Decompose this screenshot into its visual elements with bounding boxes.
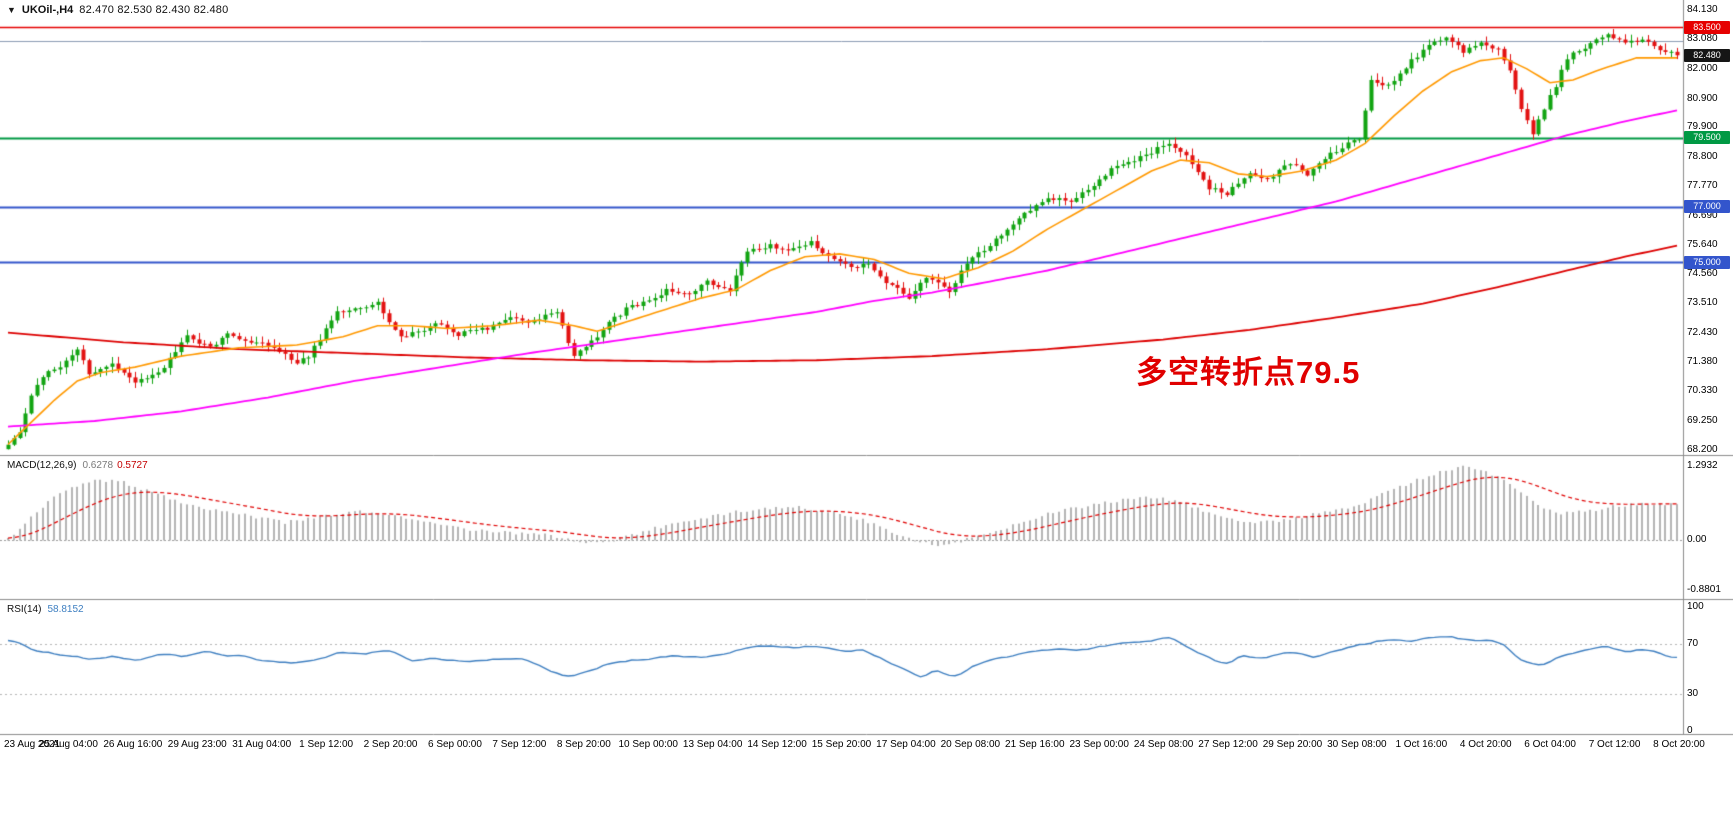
price-tick-label: 80.900 [1687,93,1718,105]
price-tick-label: 73.510 [1687,297,1718,309]
price-level-badge: 83.500 [1684,20,1730,34]
chart-header: ▼ UKOil-,H4 82.470 82.530 82.430 82.480 [7,4,228,16]
macd-tick-label: 0.00 [1687,533,1707,545]
time-axis-label: 29 Sep 20:00 [1262,739,1323,750]
rsi-tick-label: 100 [1687,601,1704,612]
symbol-marker-icon: ▼ [7,4,16,15]
rsi-tick-label: 0 [1687,725,1693,736]
time-axis-label: 6 Oct 04:00 [1524,739,1576,750]
time-axis-label: 23 Aug 2021 [4,739,61,750]
time-axis-label: 4 Oct 20:00 [1459,739,1512,750]
rsi-tick-label: 30 [1687,687,1699,699]
time-axis-label: 17 Sep 04:00 [876,739,936,750]
price-tick-label: 70.330 [1687,385,1718,397]
price-tick-label: 83.080 [1687,33,1718,45]
time-axis-label: 6 Sep 00:00 [427,739,482,750]
symbol-timeframe-label: UKOil-,H4 [21,4,74,16]
time-axis-label: 8 Oct 20:00 [1653,739,1705,750]
time-axis-label: 21 Sep 16:00 [1005,739,1065,750]
rsi-tick-label: 70 [1687,638,1699,650]
time-axis-label: 1 Sep 12:00 [299,739,354,750]
time-axis-label: 20 Sep 08:00 [940,739,1001,750]
macd-tick-label: -0.8801 [1687,584,1721,595]
time-axis-label: 1 Oct 16:00 [1395,739,1448,750]
rsi-title: RSI(14) [7,604,42,615]
price-tick-label: 82.000 [1687,62,1718,74]
price-tick-label: 78.800 [1687,151,1718,163]
time-axis-label: 30 Sep 08:00 [1327,739,1387,750]
time-axis-label: 13 Sep 04:00 [682,739,743,750]
price-tick-label: 75.640 [1687,238,1718,250]
price-tick-label: 76.690 [1687,209,1718,221]
macd-signal-value: 0.5727 [117,460,148,471]
price-tick-label: 72.430 [1687,327,1718,339]
price-tick-label: 71.380 [1687,356,1718,368]
price-tick-label: 84.130 [1687,4,1718,16]
annotation-text: 多空转折点79.5 [1136,355,1361,390]
macd-main-value: 0.6278 [82,460,114,471]
time-axis-label: 2 Sep 20:00 [363,739,418,750]
time-axis-label: 10 Sep 00:00 [618,739,678,750]
time-axis-label: 14 Sep 12:00 [747,739,807,750]
ohlc-readout: 82.470 82.530 82.430 82.480 [79,4,229,16]
price-tick-label: 69.250 [1687,415,1718,426]
time-axis-label: 8 Sep 20:00 [556,739,611,750]
macd-title: MACD(12,26,9) [7,460,77,471]
price-tick-label: 74.560 [1687,268,1718,280]
price-level-badge: 75.000 [1684,255,1730,269]
price-tick-label: 77.770 [1687,179,1718,191]
price-level-badge: 79.500 [1684,131,1730,145]
price-tick-label: 79.900 [1687,120,1718,132]
time-axis-label: 31 Aug 04:00 [232,739,292,750]
time-axis-label: 26 Aug 16:00 [103,739,163,750]
time-axis-label: 23 Sep 00:00 [1069,739,1129,750]
time-axis-label: 15 Sep 20:00 [811,739,872,750]
time-axis-label: 7 Sep 12:00 [492,739,547,750]
macd-indicator-label: MACD(12,26,9) 0.6278 0.5727 [7,460,148,471]
rsi-indicator-label: RSI(14) 58.8152 [7,604,84,615]
rsi-value: 58.8152 [47,604,84,615]
price-level-badge: 77.000 [1684,200,1730,214]
time-axis-label: 7 Oct 12:00 [1588,739,1641,750]
price-tick-label: 68.200 [1687,444,1718,455]
time-axis-label: 24 Sep 08:00 [1133,739,1194,750]
time-axis-label: 25 Aug 04:00 [38,739,98,750]
time-axis-label: 29 Aug 23:00 [167,739,227,750]
macd-tick-label: 1.2932 [1687,459,1718,471]
price-level-badge: 82.480 [1684,49,1730,63]
time-axis-label: 27 Sep 12:00 [1198,739,1258,750]
